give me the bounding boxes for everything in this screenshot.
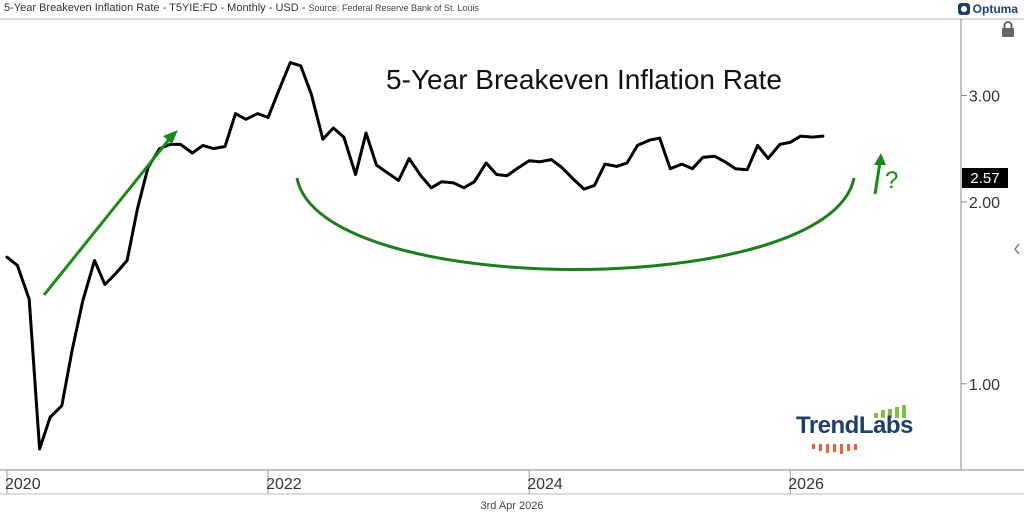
x-tick-label: 2026 <box>788 476 824 493</box>
last-value-flag: 2.57 <box>962 168 1008 188</box>
right-arrow-head <box>874 153 886 165</box>
data-source: Source: Federal Reserve Bank of St. Loui… <box>308 3 480 13</box>
x-tick-label: 2022 <box>266 476 302 493</box>
left-arrow-head <box>163 130 178 144</box>
trendlabs-watermark: TrendLabs <box>796 404 920 456</box>
chart-series <box>5 61 825 451</box>
optuma-logo-icon <box>957 3 970 15</box>
trendlabs-logo-text: TrendLabs <box>796 412 913 439</box>
chart-axes <box>0 18 1024 495</box>
left-arrow-shaft <box>42 136 173 296</box>
cup-curve <box>295 177 856 271</box>
last-value-label: 2.57 <box>970 170 999 187</box>
lock-icon[interactable] <box>998 20 1018 38</box>
chart-header: 5-Year Breakeven Inflation Rate - T5YIE:… <box>0 0 1024 18</box>
symbol-description: 5-Year Breakeven Inflation Rate - T5YIE:… <box>4 2 309 14</box>
right-arrow-shaft <box>873 161 882 195</box>
optuma-logo: Optuma <box>957 1 1018 17</box>
question-mark: ? <box>885 167 898 194</box>
chart-annotations: 5-Year Breakeven Inflation Rate ? <box>42 64 898 296</box>
x-tick-label: 2020 <box>5 476 41 493</box>
chart-header-title: 5-Year Breakeven Inflation Rate - T5YIE:… <box>4 2 479 14</box>
collapse-panel-icon[interactable] <box>1012 240 1022 258</box>
optuma-brand-text: Optuma <box>972 2 1018 16</box>
chart-date-label: 3rd Apr 2026 <box>480 500 544 512</box>
chart-ticks: 2020 2022 2024 2026 1.00 2.00 3.00 <box>5 88 1000 494</box>
series-line <box>5 61 825 451</box>
y-tick-label: 3.00 <box>969 88 1000 105</box>
x-tick-label: 2024 <box>527 476 563 493</box>
chart-big-title: 5-Year Breakeven Inflation Rate <box>386 64 782 95</box>
y-tick-label: 1.00 <box>969 377 1000 394</box>
trendlabs-logo-bars <box>812 405 906 454</box>
y-tick-label: 2.00 <box>969 195 1000 212</box>
